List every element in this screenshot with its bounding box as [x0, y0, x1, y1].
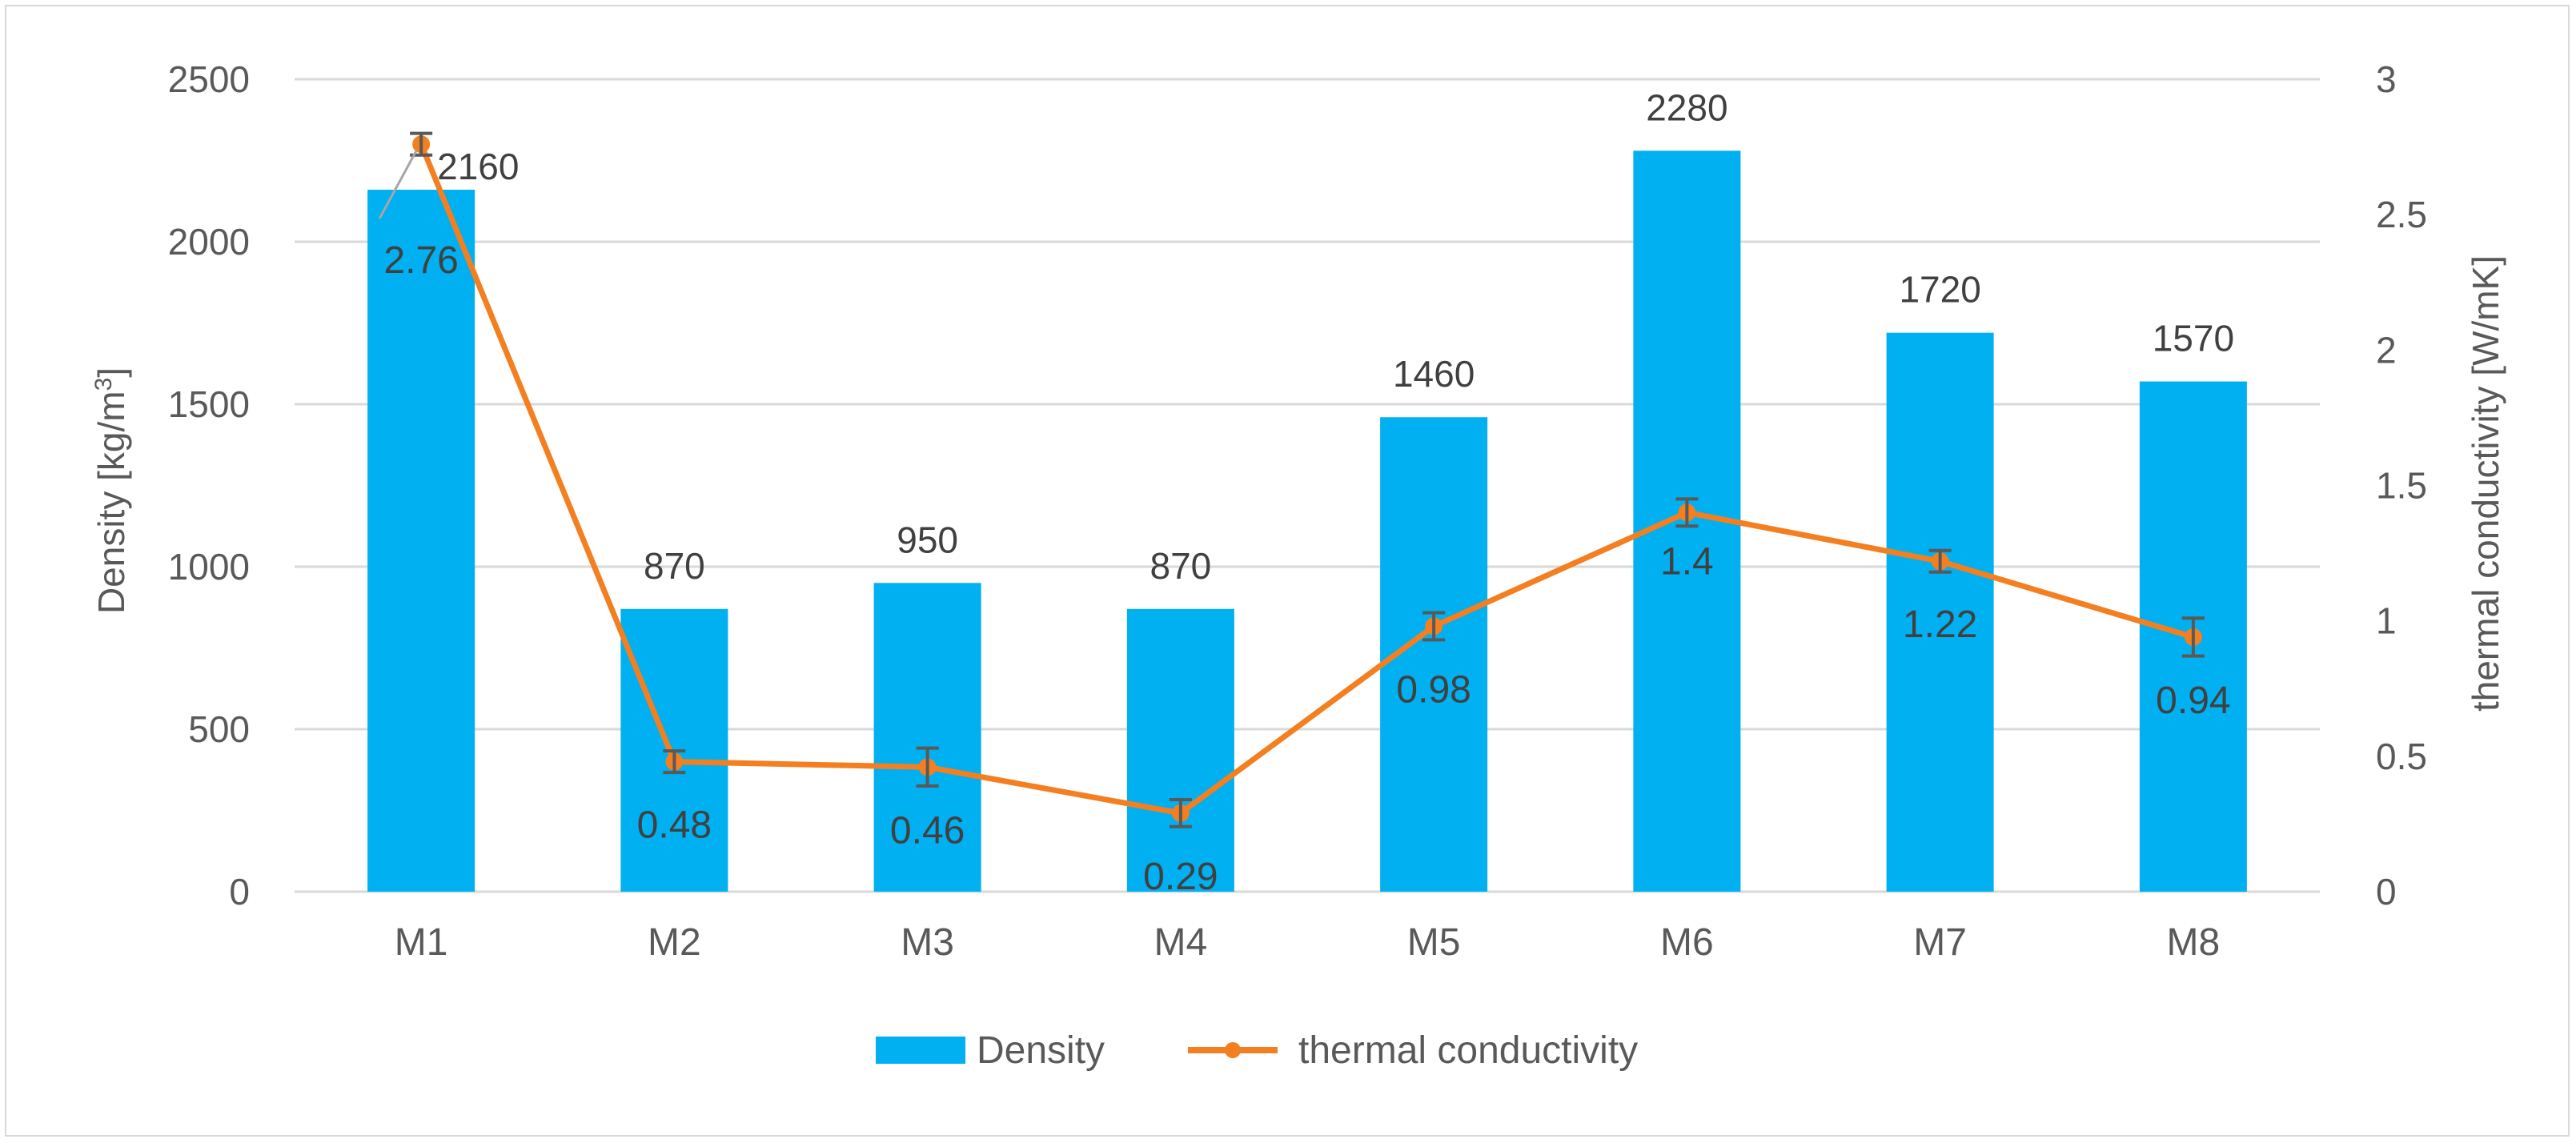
conductivity-error-bar [1928, 548, 1952, 574]
data-labels: 2160 870 950 870 1460 2280 1720 1570 2.76 0.48 0.4… [378, 86, 2234, 898]
right-tick-label: 0 [2376, 871, 2397, 912]
conductivity-error-bar [1675, 497, 1699, 528]
x-tick-label: M3 [901, 921, 954, 964]
x-tick-label: M4 [1154, 921, 1208, 964]
x-tick-label: M5 [1407, 921, 1461, 964]
conductivity-error-bar [2181, 616, 2205, 658]
conductivity-error-bar [916, 746, 939, 788]
left-tick-label: 500 [188, 708, 250, 750]
density-value-label: 2160 [437, 146, 519, 187]
density-value-label: 1720 [1899, 269, 1980, 311]
error-bars [410, 131, 2205, 828]
legend: Density thermal conductivity [876, 1029, 1638, 1072]
left-axis-title: Density [kg/m3] [90, 367, 133, 614]
right-tick-label: 2.5 [2376, 194, 2427, 235]
conductivity-value-label: 0.98 [1396, 668, 1471, 711]
x-tick-label: M2 [648, 921, 701, 964]
left-tick-label: 0 [229, 871, 250, 912]
right-tick-label: 3 [2376, 58, 2397, 100]
chart-svg: 2160 870 950 870 1460 2280 1720 1570 2.76 0.48 0.4… [90, 58, 2507, 1072]
conductivity-value-label: 2.76 [383, 239, 458, 282]
left-tick-label: 1500 [168, 383, 250, 425]
x-tick-label: M7 [1913, 921, 1967, 964]
density-bar [1886, 332, 1994, 892]
density-bar [367, 190, 475, 892]
right-tick-label: 1 [2376, 600, 2397, 642]
conductivity-error-bar [663, 749, 686, 775]
left-axis-title-end: ] [90, 367, 132, 378]
conductivity-value-label: 0.46 [890, 809, 965, 852]
right-tick-label: 2 [2376, 329, 2397, 371]
conductivity-error-bar [1422, 611, 1446, 642]
conductivity-label-leader-line [378, 150, 418, 219]
gridlines [295, 78, 2320, 893]
left-tick-label: 1000 [168, 546, 250, 588]
density-value-label: 870 [1150, 545, 1212, 587]
density-value-label: 2280 [1646, 86, 1727, 128]
conductivity-value-label: 1.4 [1660, 540, 1714, 583]
conductivity-line-path [418, 141, 2197, 816]
chart-frame: 2160 870 950 870 1460 2280 1720 1570 2.76 0.48 0.4… [5, 5, 2570, 1137]
density-value-label: 950 [897, 519, 958, 560]
density-value-label: 1570 [2153, 318, 2234, 359]
left-tick-label: 2000 [168, 221, 250, 263]
axes: 0 500 1000 1500 2000 2500 0 0.5 1 1.5 2 2.5 3 M1 M2 M3 M… [168, 58, 2427, 964]
legend-density-label: Density [977, 1029, 1105, 1072]
density-value-label: 1460 [1393, 353, 1475, 395]
conductivity-value-label: 0.94 [2156, 680, 2230, 722]
left-tick-label: 2500 [168, 58, 250, 100]
density-bars [367, 150, 2247, 892]
left-axis-title-sup: 3 [90, 378, 117, 391]
right-axis-title: thermal conductivity [W/mK] [2465, 255, 2506, 712]
density-value-label: 870 [644, 545, 705, 587]
legend-density-swatch [876, 1037, 965, 1064]
x-tick-label: M6 [1660, 921, 1714, 964]
conductivity-value-label: 1.22 [1903, 604, 1977, 646]
x-tick-label: M1 [395, 921, 448, 964]
left-axis-title-main: Density [kg/m [90, 391, 132, 614]
conductivity-value-label: 0.29 [1143, 856, 1218, 898]
x-tick-label: M8 [2167, 921, 2221, 964]
legend-conductivity-marker [1225, 1042, 1241, 1058]
legend-conductivity-label: thermal conductivity [1298, 1029, 1638, 1072]
conductivity-error-bar [1169, 797, 1192, 828]
right-tick-label: 0.5 [2376, 736, 2427, 777]
right-tick-label: 1.5 [2376, 465, 2427, 507]
density-bar [1126, 608, 1234, 892]
conductivity-value-label: 0.48 [637, 804, 712, 847]
density-bar [873, 583, 981, 892]
